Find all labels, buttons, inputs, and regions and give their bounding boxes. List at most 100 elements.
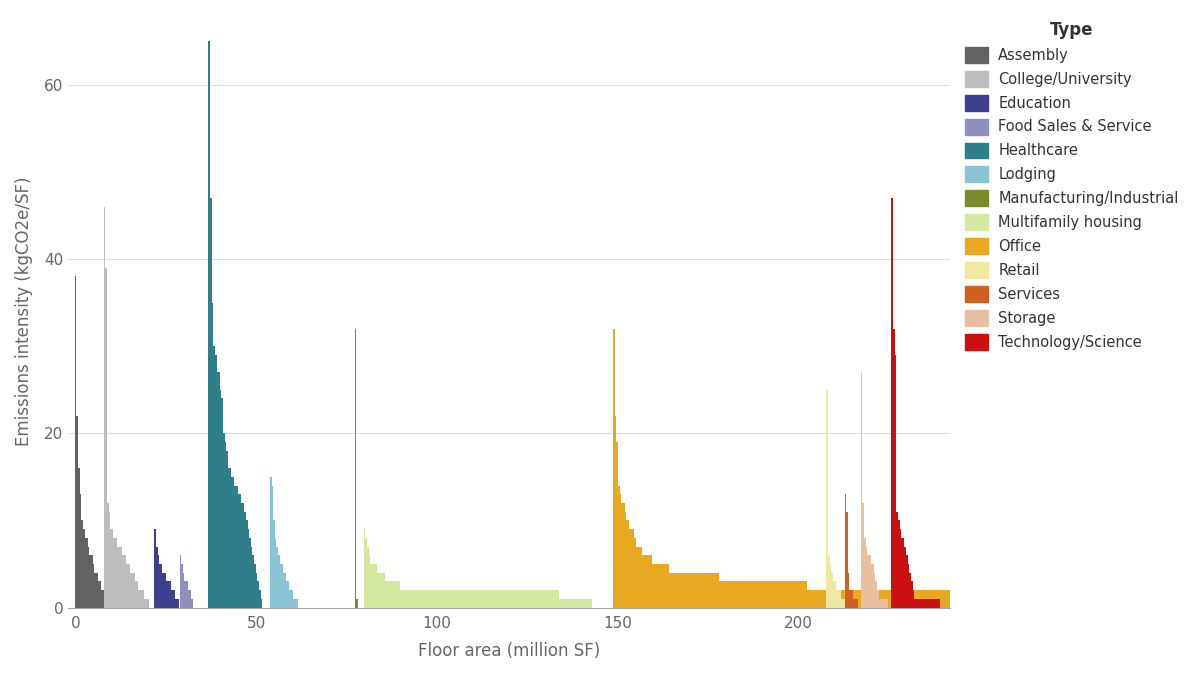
Bar bbox=[776, 581, 778, 608]
Bar bbox=[275, 538, 276, 608]
Bar bbox=[106, 599, 107, 608]
Bar bbox=[217, 373, 218, 608]
Bar bbox=[565, 599, 568, 608]
Bar bbox=[472, 590, 473, 608]
Bar bbox=[691, 572, 692, 608]
Bar bbox=[938, 590, 940, 608]
Bar bbox=[1020, 599, 1021, 608]
Bar bbox=[919, 590, 920, 608]
Bar bbox=[394, 581, 395, 608]
Bar bbox=[588, 599, 590, 608]
Bar bbox=[774, 581, 776, 608]
Bar bbox=[851, 590, 853, 608]
Bar bbox=[827, 590, 828, 608]
Bar bbox=[383, 572, 385, 608]
Bar bbox=[1030, 599, 1031, 608]
Bar bbox=[1034, 599, 1036, 608]
Bar bbox=[162, 572, 164, 608]
Bar bbox=[952, 590, 953, 608]
Bar bbox=[491, 590, 492, 608]
Bar bbox=[728, 581, 731, 608]
Bar bbox=[875, 590, 877, 608]
Bar bbox=[646, 556, 647, 608]
Bar bbox=[791, 581, 792, 608]
Bar bbox=[518, 590, 520, 608]
Bar bbox=[906, 590, 907, 608]
Bar bbox=[886, 599, 887, 608]
Bar bbox=[697, 572, 700, 608]
Bar bbox=[77, 416, 78, 608]
Bar bbox=[293, 599, 294, 608]
Bar bbox=[107, 503, 108, 608]
Bar bbox=[896, 590, 898, 608]
Bar bbox=[174, 590, 175, 608]
Bar bbox=[186, 581, 187, 608]
Bar bbox=[560, 599, 563, 608]
Bar bbox=[792, 581, 793, 608]
Bar bbox=[905, 590, 906, 608]
Bar bbox=[911, 590, 912, 608]
Bar bbox=[887, 590, 888, 608]
Bar bbox=[377, 572, 378, 608]
Bar bbox=[156, 547, 157, 608]
Bar bbox=[133, 572, 134, 608]
Bar bbox=[355, 329, 356, 608]
Bar bbox=[893, 590, 894, 608]
Bar bbox=[953, 590, 955, 608]
Bar bbox=[998, 599, 1001, 608]
Bar bbox=[714, 572, 715, 608]
Bar bbox=[232, 477, 233, 608]
Bar bbox=[750, 581, 751, 608]
Bar bbox=[640, 547, 641, 608]
Bar bbox=[900, 590, 901, 608]
Bar bbox=[854, 590, 856, 608]
Bar bbox=[108, 512, 110, 608]
Bar bbox=[582, 599, 583, 608]
Bar bbox=[626, 520, 628, 608]
Bar bbox=[586, 599, 587, 608]
Bar bbox=[517, 590, 518, 608]
Bar bbox=[928, 590, 929, 608]
Bar bbox=[1025, 599, 1026, 608]
Bar bbox=[988, 599, 989, 608]
Bar bbox=[278, 556, 280, 608]
Bar bbox=[613, 329, 614, 608]
X-axis label: Floor area (million SF): Floor area (million SF) bbox=[418, 642, 600, 660]
Bar bbox=[1002, 599, 1003, 608]
Bar bbox=[836, 590, 838, 608]
Bar bbox=[126, 564, 128, 608]
Bar bbox=[736, 581, 737, 608]
Bar bbox=[376, 564, 377, 608]
Bar bbox=[934, 599, 935, 608]
Bar bbox=[984, 599, 985, 608]
Bar bbox=[623, 503, 625, 608]
Bar bbox=[404, 590, 406, 608]
Bar bbox=[630, 529, 631, 608]
Bar bbox=[587, 599, 588, 608]
Bar bbox=[655, 564, 658, 608]
Bar bbox=[668, 572, 670, 608]
Bar bbox=[659, 564, 660, 608]
Bar bbox=[828, 556, 829, 608]
Bar bbox=[782, 581, 784, 608]
Bar bbox=[116, 547, 119, 608]
Bar bbox=[916, 590, 917, 608]
Bar bbox=[412, 590, 413, 608]
Bar bbox=[990, 599, 992, 608]
Bar bbox=[828, 590, 829, 608]
Bar bbox=[209, 41, 210, 607]
Bar bbox=[1028, 599, 1030, 608]
Bar bbox=[832, 572, 833, 608]
Bar bbox=[756, 581, 758, 608]
Bar bbox=[289, 590, 292, 608]
Bar bbox=[738, 581, 740, 608]
Bar bbox=[215, 355, 217, 608]
Bar bbox=[568, 599, 569, 608]
Bar bbox=[239, 494, 241, 608]
Bar bbox=[487, 590, 490, 608]
Bar bbox=[82, 520, 83, 608]
Bar bbox=[557, 590, 559, 608]
Bar bbox=[366, 538, 367, 608]
Bar bbox=[804, 581, 805, 608]
Bar bbox=[834, 590, 836, 608]
